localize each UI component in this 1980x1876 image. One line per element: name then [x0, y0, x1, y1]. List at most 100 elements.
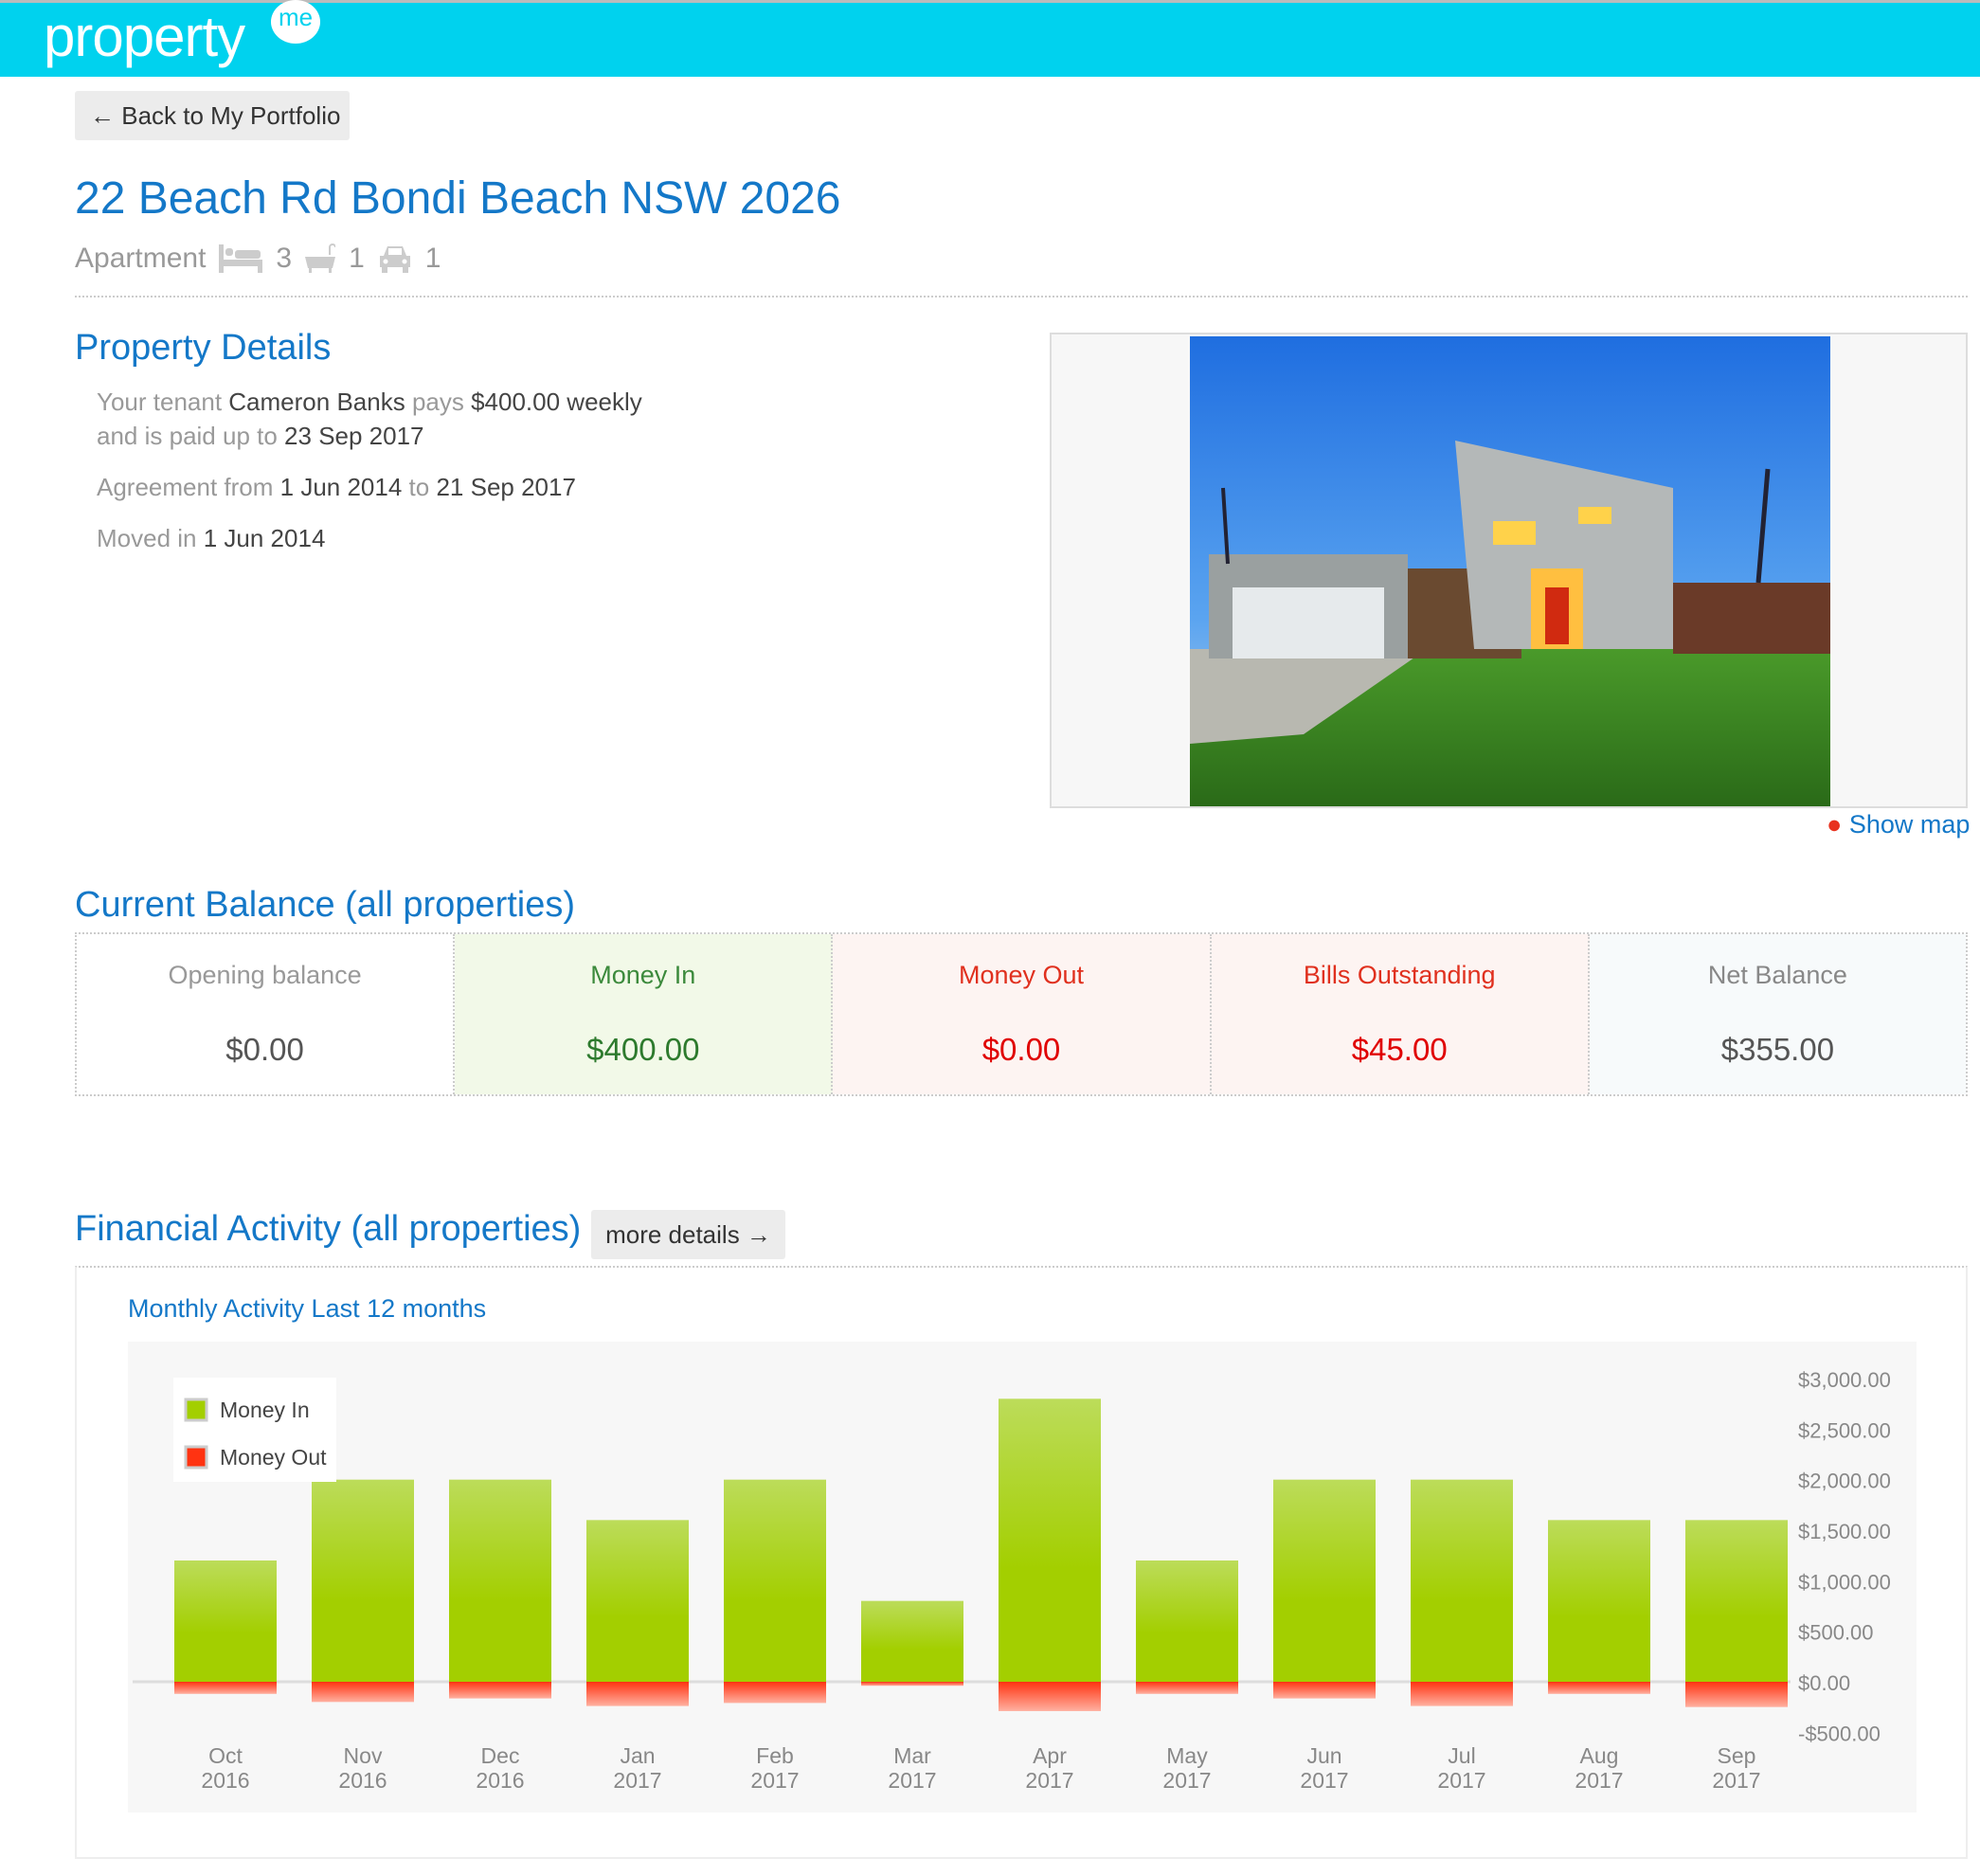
current-balance-heading: Current Balance (all properties): [75, 885, 576, 925]
legend-label[interactable]: Money In: [220, 1398, 310, 1422]
y-tick-label: $0.00: [1798, 1671, 1850, 1695]
financial-activity-heading: Financial Activity (all properties): [75, 1209, 582, 1249]
legend-label[interactable]: Money Out: [220, 1445, 327, 1470]
chart-panel: [75, 1266, 1968, 1859]
balance-cell: Money In $400.00: [455, 934, 834, 1094]
x-tick-label: Nov 2016: [338, 1743, 387, 1793]
x-tick-label: Aug 2017: [1575, 1743, 1623, 1793]
tenant-line: Your tenant Cameron Banks pays $400.00 w…: [97, 388, 642, 416]
agreement-to: 21 Sep 2017: [436, 473, 576, 501]
chart-title: Monthly Activity Last 12 months: [128, 1294, 487, 1323]
top-bar: [0, 0, 1980, 77]
legend-swatch: [184, 1398, 208, 1422]
bathtub-icon: [305, 244, 336, 273]
bathroom-count: 1: [349, 243, 365, 274]
y-tick-label: $1,500.00: [1798, 1520, 1891, 1543]
balance-value: $400.00: [586, 1032, 700, 1067]
bar-money-out[interactable]: [1685, 1682, 1788, 1707]
tenant-name: Cameron Banks: [228, 388, 405, 416]
balance-value: $355.00: [1720, 1032, 1835, 1067]
y-tick-label: $2,500.00: [1798, 1418, 1891, 1442]
bar-money-out[interactable]: [449, 1682, 551, 1699]
x-tick-label: Apr 2017: [1025, 1743, 1073, 1793]
property-type: Apartment: [75, 243, 207, 274]
bar-money-out[interactable]: [586, 1682, 689, 1706]
back-label: Back to My Portfolio: [121, 101, 341, 130]
bar-money-out[interactable]: [861, 1682, 963, 1687]
more-details-button[interactable]: more details →: [591, 1210, 785, 1259]
property-details-heading: Property Details: [75, 328, 332, 368]
bar-money-out[interactable]: [312, 1682, 414, 1703]
balance-cell: Net Balance $355.00: [1589, 934, 1967, 1094]
logo[interactable]: property: [44, 5, 245, 68]
y-tick-label: -$500.00: [1798, 1722, 1881, 1745]
balance-value: $0.00: [225, 1032, 304, 1067]
bar-money-in[interactable]: [586, 1520, 689, 1682]
balance-value: $0.00: [981, 1032, 1061, 1067]
balance-label: Money Out: [958, 961, 1085, 989]
balance-cell: Money Out $0.00: [833, 934, 1212, 1094]
balance-label: Money In: [590, 961, 696, 989]
divider: [75, 296, 1968, 298]
bar-money-in[interactable]: [449, 1479, 551, 1682]
bar-money-in[interactable]: [1136, 1560, 1238, 1682]
balance-cell: Bills Outstanding $45.00: [1211, 934, 1590, 1094]
bar-money-in[interactable]: [1411, 1479, 1513, 1682]
show-map-label: Show map: [1848, 810, 1971, 839]
rent-amount: $400.00 weekly: [471, 388, 642, 416]
balance-label: Bills Outstanding: [1303, 961, 1496, 989]
show-map-link[interactable]: ● Show map: [1827, 810, 1970, 839]
y-tick-label: $2,000.00: [1798, 1470, 1891, 1493]
car-space-count: 1: [424, 243, 441, 274]
balance-value: $45.00: [1351, 1032, 1448, 1067]
arrow-left-icon: ←: [90, 101, 122, 130]
bar-money-out[interactable]: [1273, 1682, 1376, 1699]
map-pin-icon: ●: [1827, 810, 1843, 839]
bar-money-out[interactable]: [174, 1682, 277, 1694]
y-tick-label: $1,000.00: [1798, 1570, 1891, 1594]
bar-money-out[interactable]: [1411, 1682, 1513, 1706]
bar-money-out[interactable]: [999, 1682, 1101, 1711]
x-tick-label: Sep 2017: [1712, 1743, 1760, 1793]
logo-badge: me: [271, 0, 320, 44]
y-tick-label: $500.00: [1798, 1621, 1874, 1645]
page-title: 22 Beach Rd Bondi Beach NSW 2026: [75, 173, 841, 224]
bar-money-in[interactable]: [999, 1398, 1101, 1682]
back-to-portfolio-button[interactable]: ← Back to My Portfolio: [75, 91, 350, 140]
car-icon: [379, 246, 410, 273]
x-tick-label: Jan 2017: [613, 1743, 661, 1793]
bedroom-count: 3: [276, 243, 293, 274]
bar-money-in[interactable]: [1685, 1520, 1788, 1682]
property-photo[interactable]: [1190, 336, 1830, 806]
bar-money-out[interactable]: [1136, 1682, 1238, 1694]
x-tick-label: Oct 2016: [201, 1743, 249, 1793]
x-tick-label: Jul 2017: [1437, 1743, 1485, 1793]
moved-in-line: Moved in 1 Jun 2014: [97, 524, 326, 552]
x-tick-label: Dec 2016: [476, 1743, 524, 1793]
x-tick-label: Jun 2017: [1300, 1743, 1348, 1793]
bar-money-in[interactable]: [312, 1479, 414, 1682]
bar-money-out[interactable]: [724, 1682, 826, 1704]
bar-money-out[interactable]: [1548, 1682, 1650, 1694]
bed-icon: [219, 244, 263, 273]
property-summary: Apartment 3 1 1: [75, 243, 441, 275]
balance-summary: Opening balance $0.00 Money In $400.00 Money…: [75, 932, 1968, 1096]
legend-swatch: [184, 1445, 208, 1470]
bar-money-in[interactable]: [724, 1479, 826, 1682]
x-tick-label: Mar 2017: [888, 1743, 936, 1793]
bar-money-in[interactable]: [1548, 1520, 1650, 1682]
paid-up-date: 23 Sep 2017: [284, 422, 424, 450]
balance-label: Net Balance: [1707, 961, 1847, 989]
x-tick-label: Feb 2017: [750, 1743, 799, 1793]
bar-money-in[interactable]: [174, 1560, 277, 1682]
paid-up-line: and is paid up to 23 Sep 2017: [97, 422, 424, 450]
bar-money-in[interactable]: [861, 1600, 963, 1682]
y-tick-label: $3,000.00: [1798, 1368, 1891, 1392]
x-tick-label: May 2017: [1162, 1743, 1211, 1793]
bar-money-in[interactable]: [1273, 1479, 1376, 1682]
property-photo-frame: [1050, 333, 1968, 808]
balance-cell: Opening balance $0.00: [77, 934, 456, 1094]
agreement-from: 1 Jun 2014: [279, 473, 403, 501]
balance-label: Opening balance: [168, 961, 362, 989]
